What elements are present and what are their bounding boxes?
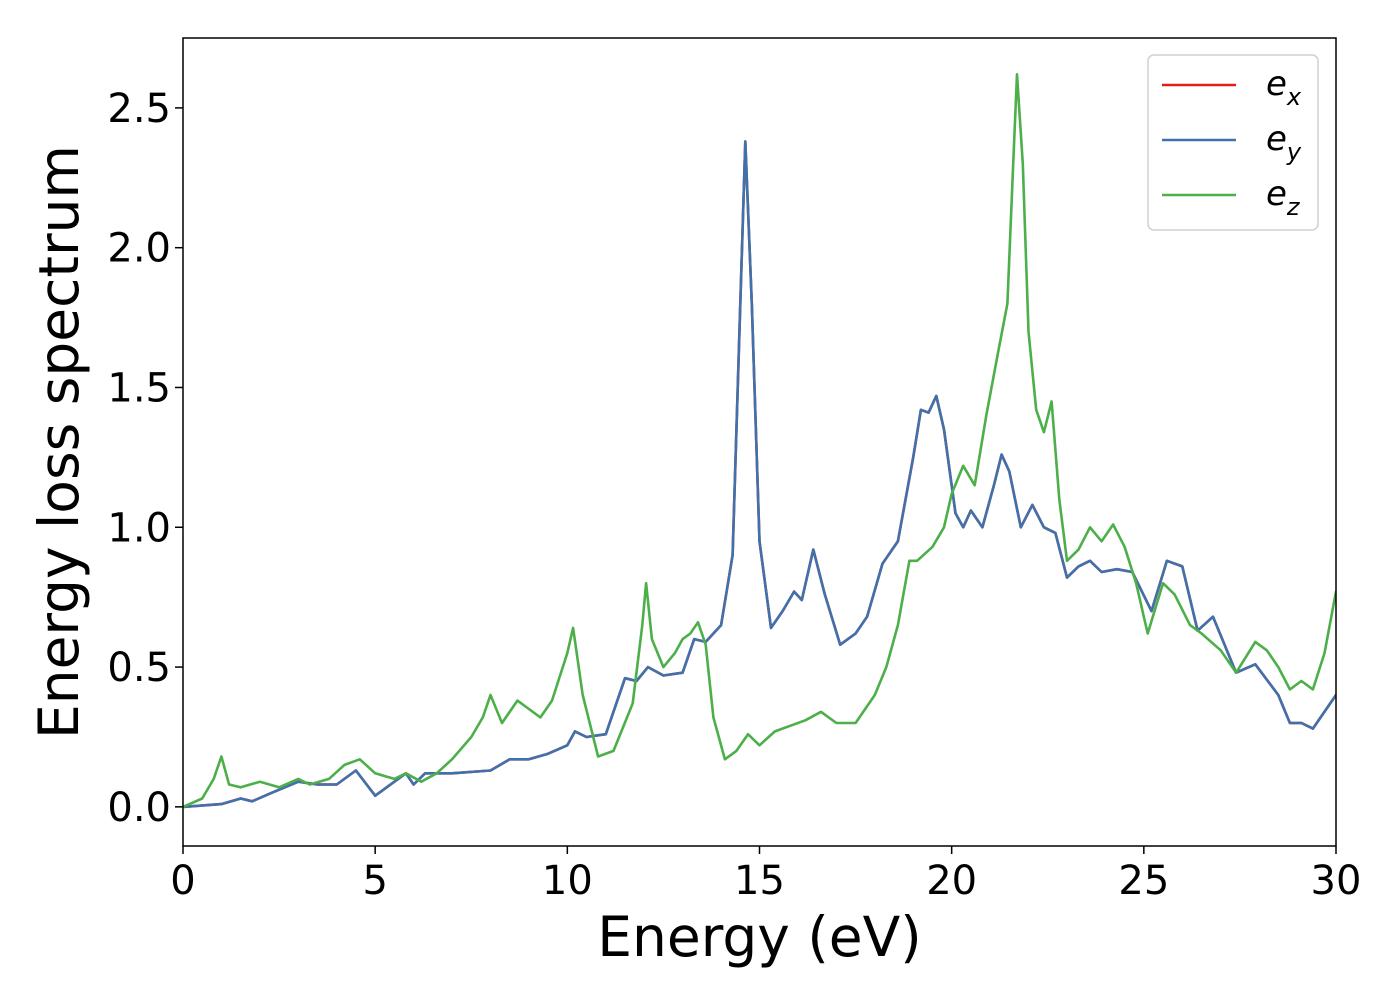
y-tick-label: 2.0 — [107, 226, 171, 272]
y-axis: 0.0 0.5 1.0 1.5 2.0 2.5 — [107, 86, 183, 831]
y-tick-label: 1.0 — [107, 505, 171, 551]
x-tick-label: 20 — [926, 858, 977, 904]
x-tick-label: 5 — [362, 858, 387, 904]
series-line-ey — [183, 140, 1336, 809]
legend-box — [1147, 54, 1319, 231]
legend: ex ey ez — [1147, 54, 1319, 231]
x-tick-label: 0 — [170, 858, 195, 904]
y-axis-title: Energy loss spectrum — [27, 145, 91, 739]
legend-entry-ez: ez — [1162, 174, 1301, 221]
y-tick-label: 0.0 — [107, 785, 171, 831]
x-tick-label: 30 — [1311, 858, 1362, 904]
legend-label: ey — [1266, 119, 1302, 166]
x-tick-label: 10 — [542, 858, 593, 904]
y-tick-label: 0.5 — [107, 645, 171, 691]
x-tick-label: 25 — [1118, 858, 1169, 904]
legend-entry-ex: ex — [1162, 64, 1302, 111]
legend-entry-ey: ey — [1162, 119, 1302, 166]
series-line-ex — [183, 140, 1336, 809]
x-tick-label: 15 — [734, 858, 785, 904]
y-tick-label: 1.5 — [107, 365, 171, 411]
legend-label: ex — [1266, 64, 1302, 111]
x-axis-title: Energy (eV) — [597, 905, 921, 969]
legend-label: ez — [1266, 174, 1301, 221]
series-line-ez — [183, 73, 1336, 809]
series-layer — [183, 73, 1336, 809]
y-tick-label: 2.5 — [107, 86, 171, 132]
x-axis: 0 5 10 15 20 25 30 — [170, 846, 1361, 904]
